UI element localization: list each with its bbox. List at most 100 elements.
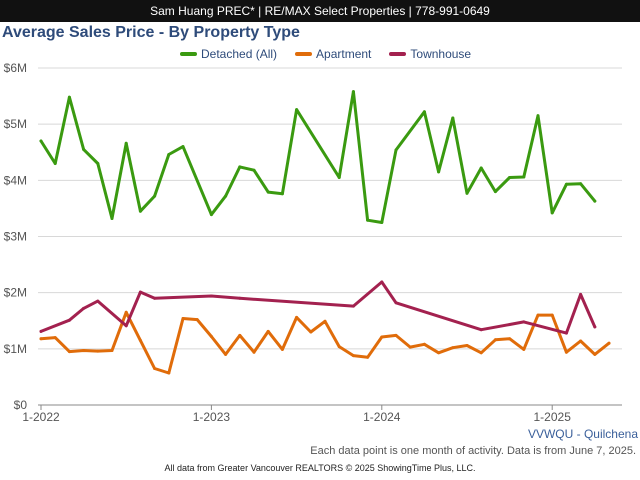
- data-point-townhouse: [153, 296, 157, 300]
- legend-swatch-townhouse: [389, 52, 407, 56]
- data-point-townhouse: [138, 290, 142, 294]
- legend-label-apartment: Apartment: [316, 47, 372, 61]
- data-point-apartment: [266, 329, 270, 333]
- data-point-apartment: [39, 337, 43, 341]
- data-point-detached-all: [366, 218, 370, 222]
- data-point-apartment: [366, 355, 370, 359]
- data-point-apartment: [564, 350, 568, 354]
- data-point-detached-all: [479, 166, 483, 170]
- data-point-townhouse: [67, 318, 71, 322]
- x-tick-label: 1-2025: [534, 410, 572, 424]
- data-point-detached-all: [252, 168, 256, 172]
- data-point-detached-all: [522, 175, 526, 179]
- data-point-apartment: [53, 336, 57, 340]
- data-point-detached-all: [337, 176, 341, 179]
- data-point-townhouse: [124, 324, 128, 328]
- data-point-townhouse: [209, 294, 213, 298]
- data-point-detached-all: [238, 165, 242, 169]
- data-point-detached-all: [167, 153, 171, 156]
- y-tick-label: $6M: [4, 61, 27, 75]
- data-point-apartment: [550, 313, 554, 317]
- legend-label-townhouse: Townhouse: [410, 47, 472, 61]
- legend-item-townhouse[interactable]: Townhouse: [389, 47, 471, 61]
- data-point-detached-all: [579, 182, 583, 186]
- data-point-detached-all: [138, 209, 142, 213]
- series-line-detached-all: [39, 90, 597, 224]
- data-point-apartment: [493, 338, 497, 342]
- y-tick-label: $4M: [4, 173, 27, 187]
- data-point-apartment: [394, 333, 398, 337]
- legend-label-detached: Detached (All): [201, 47, 278, 61]
- data-point-townhouse: [39, 329, 43, 333]
- data-point-detached-all: [437, 170, 441, 174]
- data-point-apartment: [280, 347, 284, 351]
- data-point-detached-all: [224, 194, 228, 198]
- data-point-apartment: [238, 333, 242, 337]
- data-point-detached-all: [593, 199, 597, 203]
- data-point-detached-all: [82, 147, 86, 151]
- y-tick-label: $3M: [4, 230, 27, 244]
- data-point-apartment: [252, 350, 256, 354]
- data-point-detached-all: [209, 213, 213, 217]
- data-point-apartment: [96, 349, 100, 353]
- data-point-townhouse: [479, 328, 483, 332]
- data-point-apartment: [479, 351, 483, 355]
- data-point-detached-all: [465, 191, 469, 195]
- data-point-apartment: [167, 371, 171, 375]
- data-point-detached-all: [451, 116, 455, 120]
- data-point-apartment: [195, 318, 199, 322]
- data-point-detached-all: [493, 190, 497, 194]
- data-point-apartment: [451, 346, 455, 350]
- data-point-apartment: [607, 341, 611, 345]
- data-point-townhouse: [96, 299, 100, 303]
- data-point-apartment: [124, 310, 128, 314]
- data-point-apartment: [337, 345, 341, 349]
- data-point-apartment: [408, 345, 412, 349]
- data-point-apartment: [380, 335, 384, 339]
- data-point-detached-all: [53, 162, 57, 165]
- header-banner: Sam Huang PREC* | RE/MAX Select Properti…: [0, 0, 640, 22]
- x-tick-label: 1-2024: [363, 410, 401, 424]
- data-point-detached-all: [67, 95, 71, 99]
- data-point-apartment: [437, 351, 441, 355]
- data-point-detached-all: [110, 217, 114, 220]
- data-point-apartment: [465, 344, 469, 347]
- data-point-townhouse: [394, 301, 398, 305]
- data-point-apartment: [138, 338, 142, 342]
- data-point-townhouse: [593, 325, 597, 329]
- data-point-townhouse: [351, 304, 355, 308]
- x-tick-label: 1-2023: [193, 410, 231, 424]
- legend-swatch-detached: [180, 52, 197, 56]
- data-point-detached-all: [295, 108, 299, 112]
- y-tick-label: $0: [14, 398, 28, 412]
- chart-legend: Detached (All) Apartment Townhouse: [180, 45, 489, 63]
- data-point-apartment: [67, 350, 71, 354]
- data-point-townhouse: [579, 292, 583, 296]
- data-point-apartment: [224, 352, 228, 356]
- data-point-detached-all: [394, 148, 398, 152]
- data-point-apartment: [323, 319, 327, 323]
- data-point-apartment: [351, 354, 355, 358]
- data-point-apartment: [295, 315, 299, 319]
- legend-item-detached[interactable]: Detached (All): [180, 47, 277, 61]
- y-tick-label: $2M: [4, 286, 27, 300]
- data-point-detached-all: [508, 176, 512, 179]
- data-point-townhouse: [82, 306, 86, 310]
- data-point-detached-all: [536, 114, 540, 118]
- data-point-townhouse: [380, 280, 384, 284]
- data-point-detached-all: [351, 90, 355, 94]
- data-point-apartment: [508, 337, 512, 341]
- data-point-detached-all: [153, 194, 157, 198]
- data-point-detached-all: [96, 162, 100, 165]
- data-point-detached-all: [280, 192, 284, 196]
- chart-title: Average Sales Price - By Property Type: [2, 24, 300, 41]
- legend-swatch-apartment: [295, 52, 313, 56]
- y-tick-label: $5M: [4, 117, 27, 131]
- legend-item-apartment[interactable]: Apartment: [295, 47, 371, 61]
- data-point-townhouse: [522, 320, 526, 324]
- data-point-detached-all: [550, 211, 554, 215]
- data-point-apartment: [593, 352, 597, 356]
- footnote: Each data point is one month of activity…: [310, 445, 636, 457]
- data-point-townhouse: [564, 331, 568, 335]
